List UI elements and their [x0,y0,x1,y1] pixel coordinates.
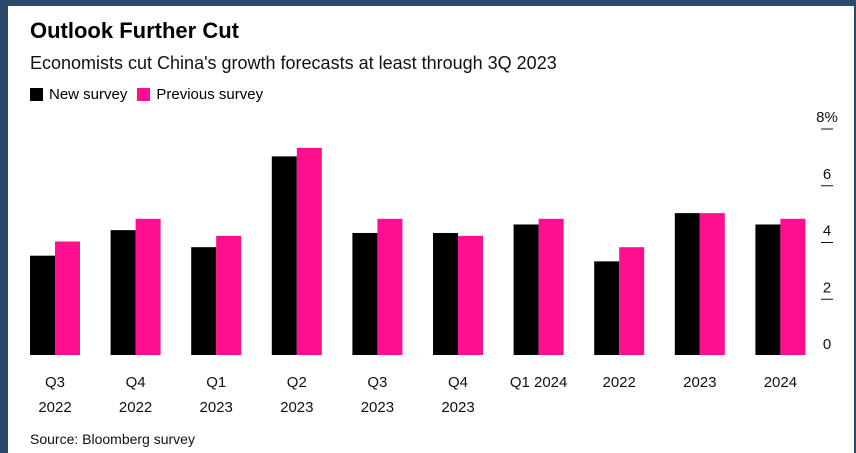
y-tick-label: 2 [823,279,831,296]
legend-swatch-new [30,88,43,101]
bar-previous-survey-8 [699,213,725,355]
legend-item-previous: Previous survey [137,86,263,103]
y-tick-label: 0 [823,336,831,353]
x-tick-label: 2023 [200,399,233,416]
x-tick-label: 2023 [441,399,474,416]
x-tick-label: 2023 [361,399,394,416]
x-tick-label: 2022 [119,399,152,416]
x-tick-label: Q1 [206,374,226,391]
bar-new-survey-2 [191,247,217,355]
x-tick-label: 2023 [683,374,716,391]
bar-previous-survey-2 [216,235,242,355]
x-tick-label: Q4 [126,374,146,391]
bar-previous-survey-3 [296,147,322,355]
x-tick-label: Q2 [287,374,307,391]
x-tick-label: Q4 [448,374,468,391]
x-tick-label: Q1 2024 [510,374,568,391]
bar-new-survey-8 [674,213,700,355]
legend-swatch-previous [137,88,151,101]
bar-previous-survey-1 [135,218,161,355]
bar-previous-survey-5 [458,235,483,355]
bar-new-survey-7 [594,261,620,355]
bar-new-survey-5 [433,232,458,355]
x-tick-label: Q3 [45,374,65,391]
bar-new-survey-9 [755,224,781,355]
x-tick-label: 2022 [38,399,71,416]
legend-item-new: New survey [30,86,127,103]
bar-previous-survey-0 [55,241,80,355]
bar-new-survey-1 [110,230,136,355]
legend: New survey Previous survey [30,86,273,103]
legend-label-new: New survey [49,86,128,103]
bar-previous-survey-9 [780,218,806,355]
legend-label-previous: Previous survey [156,86,264,103]
bar-new-survey-4 [352,232,378,355]
y-tick-label: 8% [816,109,838,126]
x-tick-label: 2022 [603,374,636,391]
bar-new-survey-3 [271,156,297,355]
y-tick-label: 4 [823,223,831,240]
source-note: Source: Bloomberg survey [30,431,195,447]
bar-previous-survey-4 [377,218,403,355]
bar-new-survey-0 [30,255,55,355]
bar-previous-survey-6 [538,218,564,355]
x-tick-label: Q3 [367,374,387,391]
x-tick-label: 2023 [280,399,313,416]
y-tick-label: 6 [823,166,831,183]
chart-subtitle: Economists cut China's growth forecasts … [30,53,557,73]
bar-new-survey-6 [513,224,539,355]
x-tick-label: 2024 [764,374,797,391]
chart-title: Outlook Further Cut [30,18,239,43]
bar-previous-survey-7 [619,247,645,355]
